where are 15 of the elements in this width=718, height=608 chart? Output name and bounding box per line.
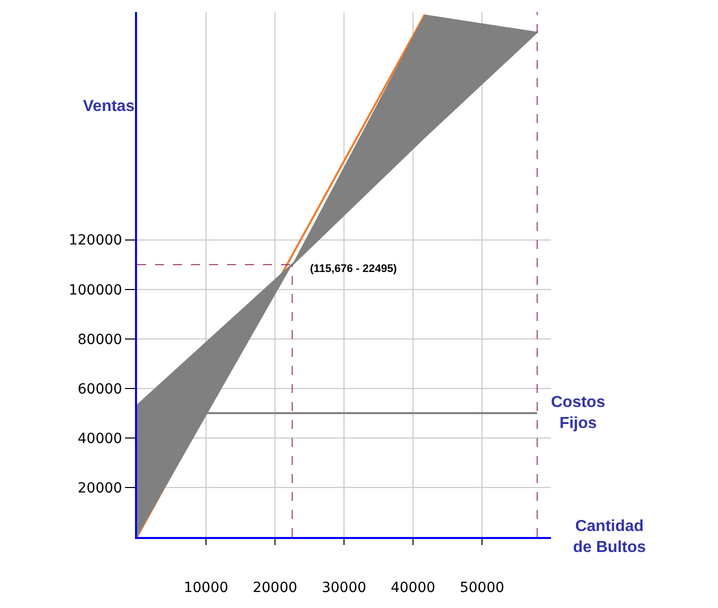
x-tick-label: 10000 [184, 580, 228, 596]
y-tick-label: 40000 [78, 430, 122, 447]
y-axis-title: Ventas [83, 98, 135, 115]
x-tick-label: 30000 [322, 580, 366, 596]
x-tick-label: 20000 [252, 580, 298, 596]
y-tick-label: 100000 [68, 282, 122, 298]
y-tick-label: 60000 [78, 381, 122, 398]
annotation: (115,676 - 22495) [310, 263, 398, 275]
x-tick-label: 40000 [390, 580, 436, 596]
x-axis-title: Cantidad de Bultos [573, 518, 646, 556]
y-tick-label: 20000 [78, 480, 122, 496]
x-tick-label: 50000 [460, 580, 504, 596]
y-tick-label: 80000 [78, 332, 122, 348]
y-tick-label: 120000 [68, 232, 122, 249]
series-label: Costos Fijos [551, 394, 606, 432]
